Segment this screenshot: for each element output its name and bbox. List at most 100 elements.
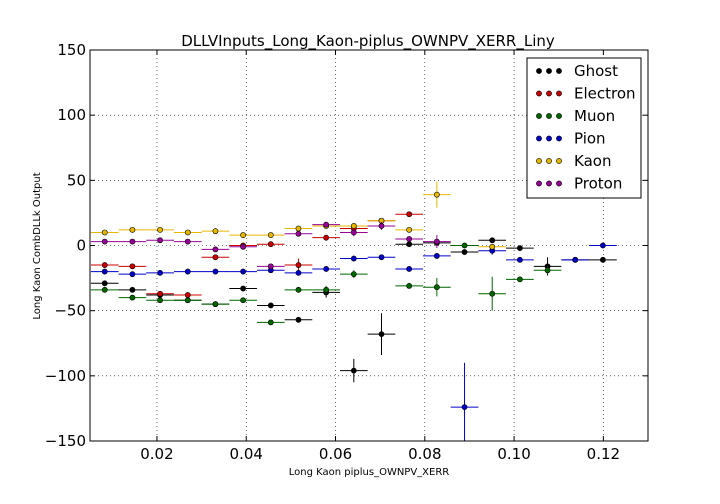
x-tick-label: 0.08 xyxy=(408,445,441,463)
x-tick-label: 0.12 xyxy=(587,445,620,463)
x-tick-label: 0.10 xyxy=(497,445,530,463)
data-point xyxy=(295,262,302,268)
data-point xyxy=(101,229,108,236)
data-point xyxy=(406,266,413,272)
data-point xyxy=(267,263,274,270)
data-point xyxy=(461,404,468,411)
series-kaon xyxy=(90,181,507,250)
x-axis-label: Long Kaon piplus_OWNPV_XERR xyxy=(289,467,450,478)
data-point xyxy=(406,241,413,248)
data-point xyxy=(461,242,468,249)
series-muon xyxy=(90,242,562,326)
legend-marker xyxy=(536,68,542,74)
legend-marker xyxy=(556,158,562,164)
data-point xyxy=(184,238,191,245)
data-point xyxy=(184,229,191,236)
y-tick-label: 50 xyxy=(67,171,86,189)
data-point xyxy=(157,237,163,244)
data-point xyxy=(350,223,357,229)
data-point xyxy=(516,256,523,263)
data-point xyxy=(157,297,163,304)
data-point xyxy=(350,255,357,262)
data-point xyxy=(129,263,136,270)
data-point xyxy=(600,242,606,249)
legend-marker xyxy=(546,90,552,97)
data-point xyxy=(433,191,440,198)
data-point xyxy=(212,228,219,235)
legend-label-kaon: Kaon xyxy=(574,152,611,170)
data-point xyxy=(240,268,247,275)
data-point xyxy=(406,226,413,233)
data-point xyxy=(433,238,440,245)
y-tick-label: 100 xyxy=(57,106,86,124)
data-point xyxy=(600,256,606,263)
data-point xyxy=(101,280,108,287)
y-tick-label: −50 xyxy=(54,302,86,320)
data-point xyxy=(240,243,247,250)
y-tick-label: 150 xyxy=(57,41,86,59)
data-point xyxy=(350,271,357,278)
legend-marker xyxy=(546,113,552,119)
data-point xyxy=(129,271,136,278)
y-tick-label: −100 xyxy=(45,367,86,385)
legend-marker xyxy=(546,180,552,187)
x-tick-label: 0.04 xyxy=(230,445,263,463)
data-point xyxy=(461,249,468,255)
data-point xyxy=(184,268,191,275)
data-point xyxy=(212,254,219,261)
legend-label-ghost: Ghost xyxy=(574,62,618,80)
legend-marker xyxy=(536,90,542,97)
data-point xyxy=(267,319,274,326)
y-tick-label: 0 xyxy=(76,237,86,255)
legend-marker xyxy=(556,113,562,119)
data-point xyxy=(295,230,302,237)
data-point xyxy=(516,245,523,252)
data-point xyxy=(350,367,357,374)
data-point xyxy=(406,283,413,289)
data-point xyxy=(267,232,274,238)
data-point xyxy=(406,236,413,242)
x-tick-label: 0.02 xyxy=(140,445,173,463)
legend-box xyxy=(526,57,642,199)
legend-marker xyxy=(536,113,542,119)
data-point xyxy=(240,285,247,292)
data-point xyxy=(129,286,136,293)
data-point xyxy=(433,253,440,259)
data-point xyxy=(267,241,274,248)
legend-marker xyxy=(546,135,552,142)
data-point xyxy=(544,267,551,274)
data-point xyxy=(157,269,163,276)
axis-ticks: 0.02 0.04 0.06 0.08 0.10 0.12 −150 −100 −50 0 50 10… xyxy=(45,41,648,463)
legend-label-pion: Pion xyxy=(574,130,606,148)
data-point xyxy=(212,301,219,308)
data-point xyxy=(516,276,523,283)
y-axis-label: Long Kaon CombDLLk Output xyxy=(32,172,43,319)
data-point xyxy=(240,297,247,304)
legend-marker xyxy=(556,180,562,187)
y-tick-label: −150 xyxy=(45,432,86,450)
data-point xyxy=(295,286,302,293)
series-layer xyxy=(90,181,617,441)
data-point xyxy=(489,237,496,244)
series-electron xyxy=(90,211,424,298)
legend-marker xyxy=(556,68,562,74)
legend-label-muon: Muon xyxy=(574,107,615,125)
legend-marker xyxy=(556,135,562,142)
x-tick-label: 0.06 xyxy=(319,445,352,463)
data-point xyxy=(101,286,108,293)
data-point xyxy=(184,297,191,304)
data-point xyxy=(267,302,274,309)
legend-marker xyxy=(536,180,542,187)
legend-label-electron: Electron xyxy=(574,85,636,103)
data-point xyxy=(350,229,357,236)
data-point xyxy=(129,226,136,233)
data-point xyxy=(240,232,247,238)
legend-marker xyxy=(536,158,542,164)
data-point xyxy=(295,269,302,276)
data-point xyxy=(323,266,330,272)
data-point xyxy=(101,238,108,245)
chart-title: DLLVInputs_Long_Kaon-piplus_OWNPV_XERR_L… xyxy=(181,32,555,51)
data-point xyxy=(323,234,330,241)
data-point xyxy=(489,243,496,250)
data-point xyxy=(433,284,440,291)
